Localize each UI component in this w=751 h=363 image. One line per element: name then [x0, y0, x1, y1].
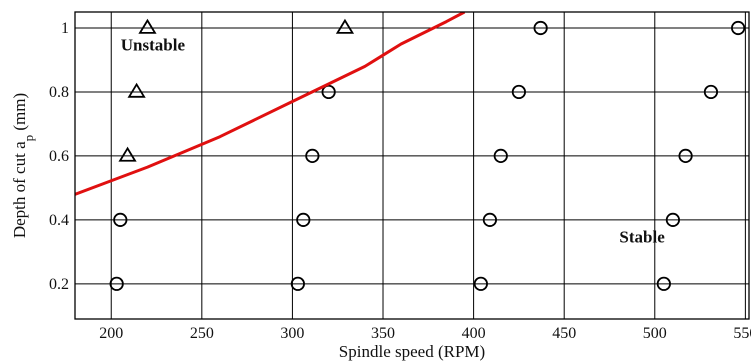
y-tick-label: 0.8 — [49, 84, 69, 101]
x-tick-label: 400 — [462, 325, 486, 342]
x-tick-label: 450 — [552, 325, 576, 342]
data-layer — [75, 12, 746, 291]
x-tick-label: 250 — [190, 325, 214, 342]
stable-point-circle — [656, 276, 671, 291]
annotations: Unstable Stable — [121, 35, 665, 246]
annotation-stable: Stable — [619, 227, 665, 246]
y-axis-label-subscript: p — [21, 135, 36, 142]
unstable-point-triangle — [127, 82, 146, 98]
stable-point-circle — [678, 148, 693, 164]
stable-point-circle — [321, 84, 336, 100]
stable-point-circle — [290, 276, 305, 291]
x-tick-label: 500 — [643, 325, 667, 342]
y-axis-label-unit: (mm) — [10, 93, 29, 135]
y-axis-label: Depth of cut ap (mm) — [10, 93, 36, 238]
stable-point-circle — [493, 148, 508, 164]
stable-point-circle — [113, 212, 128, 227]
stable-point-circle — [703, 84, 719, 100]
annotation-unstable: Unstable — [121, 35, 186, 54]
stable-point-circle — [665, 212, 681, 227]
stable-point-circle — [109, 276, 124, 291]
stable-point-circle — [533, 20, 548, 36]
y-axis-label-main: Depth of cut a — [10, 141, 29, 238]
unstable-point-triangle — [118, 146, 137, 162]
stable-point-circle — [511, 84, 526, 100]
stable-point-circle — [305, 148, 320, 164]
y-tick-label: 0.6 — [49, 148, 69, 165]
y-tick-label: 0.4 — [49, 212, 69, 229]
x-tick-label: 300 — [280, 325, 304, 342]
x-tick-label: 200 — [99, 325, 123, 342]
tick-labels: 200 250 300 350 400 450 500 550 0.2 0.4 0.6 0.8 1 — [49, 20, 751, 342]
grid-lines — [75, 12, 749, 319]
x-tick-label: 350 — [371, 325, 395, 342]
stability-boundary-line — [75, 12, 466, 196]
stable-point-circle — [296, 212, 311, 227]
stable-point-circle — [473, 276, 488, 291]
unstable-point-triangle — [335, 18, 355, 34]
x-tick-label: 550 — [733, 325, 751, 342]
y-tick-label: 0.2 — [49, 276, 69, 293]
y-tick-label: 1 — [61, 20, 69, 37]
stable-point-circle — [731, 20, 746, 36]
x-axis-label: Spindle speed (RPM) — [339, 342, 485, 361]
unstable-point-triangle — [138, 18, 157, 34]
plot-frame — [74, 11, 750, 320]
stable-point-circle — [482, 212, 498, 227]
